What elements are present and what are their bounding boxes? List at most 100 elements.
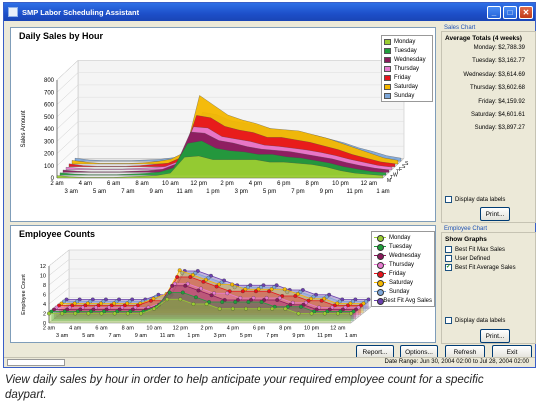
x-tick-label: 12 pm xyxy=(190,181,207,187)
data-point xyxy=(201,279,206,284)
x-tick-label: 8 am xyxy=(135,181,148,187)
x-tick-label: 2 pm xyxy=(220,181,233,187)
sales-totals-box: Average Totals (4 weeks) Monday: $2,788.… xyxy=(441,31,536,223)
legend-item: Tuesday xyxy=(384,46,430,55)
legend-label: Friday xyxy=(394,74,411,81)
y-tick-label: 4 xyxy=(43,302,46,308)
x-tick-label: 7 pm xyxy=(266,333,279,339)
data-point xyxy=(112,311,117,316)
x-tick-label: 2 pm xyxy=(200,326,213,332)
legend-label: Thursday xyxy=(389,261,415,268)
x-tick-label: 4 am xyxy=(69,326,82,332)
graph-option-checkbox[interactable] xyxy=(445,246,452,253)
grid-line-side xyxy=(48,249,70,267)
x-tick-label: 6 am xyxy=(107,181,120,187)
legend-item: Best Fit Avg Sales xyxy=(374,296,432,305)
legend-label: Monday xyxy=(389,234,411,241)
close-button[interactable]: ✕ xyxy=(519,5,533,19)
minimize-button[interactable]: _ xyxy=(487,5,501,19)
x-tick-label: 8 pm xyxy=(305,181,318,187)
series-line xyxy=(49,298,351,314)
data-point xyxy=(178,297,183,302)
x-tick-label: 8 pm xyxy=(279,326,292,332)
employee-display-labels-checkbox[interactable] xyxy=(445,317,452,324)
data-point xyxy=(283,306,288,311)
grid-line-side xyxy=(56,60,79,81)
window-title: SMP Labor Scheduling Assistant xyxy=(22,7,140,17)
legend-swatch xyxy=(374,252,386,260)
employee-print-button[interactable]: Print... xyxy=(480,329,510,343)
x-tick-label: 4 pm xyxy=(227,326,240,332)
totals-list: Monday: $2,788.39 Tuesday: $3,162.77 Wedne… xyxy=(442,42,535,136)
legend-item: Monday xyxy=(384,37,430,46)
graph-option-label: Best Fit Max Sales xyxy=(455,246,506,253)
graph-option[interactable]: ✓ Best Fit Average Sales xyxy=(442,263,535,272)
data-point xyxy=(193,295,198,300)
employee-panel-header: Employee Chart xyxy=(444,226,488,232)
sales-chart-title: Daily Sales by Hour xyxy=(19,31,104,41)
data-point xyxy=(296,311,301,316)
legend-item: Wednesday xyxy=(374,251,432,260)
y-tick-label: 10 xyxy=(40,274,46,280)
graph-option-checkbox[interactable] xyxy=(445,255,452,262)
x-tick-label: 3 am xyxy=(65,189,78,195)
x-tick-label: 2 am xyxy=(50,181,63,187)
y-tick-label: 6 xyxy=(43,293,46,299)
sales-display-labels-checkbox[interactable] xyxy=(445,196,452,203)
y-tick-label: 12 xyxy=(40,264,46,270)
y-axis-label: Sales Amount xyxy=(21,110,27,147)
data-point xyxy=(240,289,245,294)
graph-option-checkbox[interactable]: ✓ xyxy=(445,264,452,271)
legend-item: Thursday xyxy=(374,260,432,269)
data-point xyxy=(322,311,327,316)
data-point xyxy=(230,306,235,311)
graph-option[interactable]: User Defined xyxy=(442,254,535,263)
data-point xyxy=(282,287,287,292)
y-tick-label: 800 xyxy=(44,78,55,84)
legend-item: Saturday xyxy=(374,278,432,287)
total-row: Friday: $4,159.92 xyxy=(478,98,525,105)
y-tick-label: 300 xyxy=(44,139,55,145)
legend-label: Tuesday xyxy=(394,47,417,54)
data-point xyxy=(167,290,172,295)
employee-display-labels[interactable]: Display data labels xyxy=(442,316,505,325)
legend-label: Saturday xyxy=(389,279,414,286)
y-tick-label: 0 xyxy=(43,321,46,327)
totals-title: Average Totals (4 weeks) xyxy=(445,35,522,42)
legend-label: Sunday xyxy=(389,288,410,295)
legend-item: Friday xyxy=(374,269,432,278)
legend-item: Tuesday xyxy=(374,242,432,251)
data-point xyxy=(183,283,188,288)
legend-swatch xyxy=(384,92,391,99)
maximize-button[interactable]: □ xyxy=(503,5,517,19)
legend-swatch xyxy=(384,83,391,90)
data-point xyxy=(259,300,264,304)
sales-chart: 0 100 200 300 400 500 600 700 800 Sales Amount 2 a… xyxy=(21,59,409,195)
legend-swatch xyxy=(374,279,386,287)
graph-option[interactable]: Best Fit Max Sales xyxy=(442,245,535,254)
sales-display-labels[interactable]: Display data labels xyxy=(442,195,505,204)
x-tick-label: 6 pm xyxy=(253,326,266,332)
app-window: SMP Labor Scheduling Assistant _ □ ✕ Dai… xyxy=(3,2,536,368)
x-tick-label: 11 pm xyxy=(317,333,332,339)
sales-print-button[interactable]: Print... xyxy=(480,207,510,221)
legend-item: Saturday xyxy=(384,82,430,91)
data-point xyxy=(246,300,251,304)
grid-line-side xyxy=(56,133,79,154)
legend-swatch xyxy=(374,270,386,278)
series-line xyxy=(59,276,361,306)
employee-chart-title: Employee Counts xyxy=(19,229,96,239)
data-point xyxy=(230,282,235,287)
x-tick-label: 11 am xyxy=(176,189,192,195)
legend-label: Friday xyxy=(389,270,406,277)
x-tick-label: 11 am xyxy=(160,333,175,339)
grid-line-side xyxy=(56,96,79,117)
employee-chart-panel: Employee Counts 0 2 4 6 8 10 12 Employee Count 2… xyxy=(10,225,436,343)
title-bar[interactable]: SMP Labor Scheduling Assistant _ □ ✕ xyxy=(4,3,535,21)
y-tick-label: 200 xyxy=(44,152,55,158)
grid-line-side xyxy=(48,278,70,295)
legend-label: Saturday xyxy=(394,83,419,90)
y-axis-label: Employee Count xyxy=(21,274,27,315)
x-tick-label: 5 am xyxy=(82,333,95,339)
data-point xyxy=(170,283,175,288)
